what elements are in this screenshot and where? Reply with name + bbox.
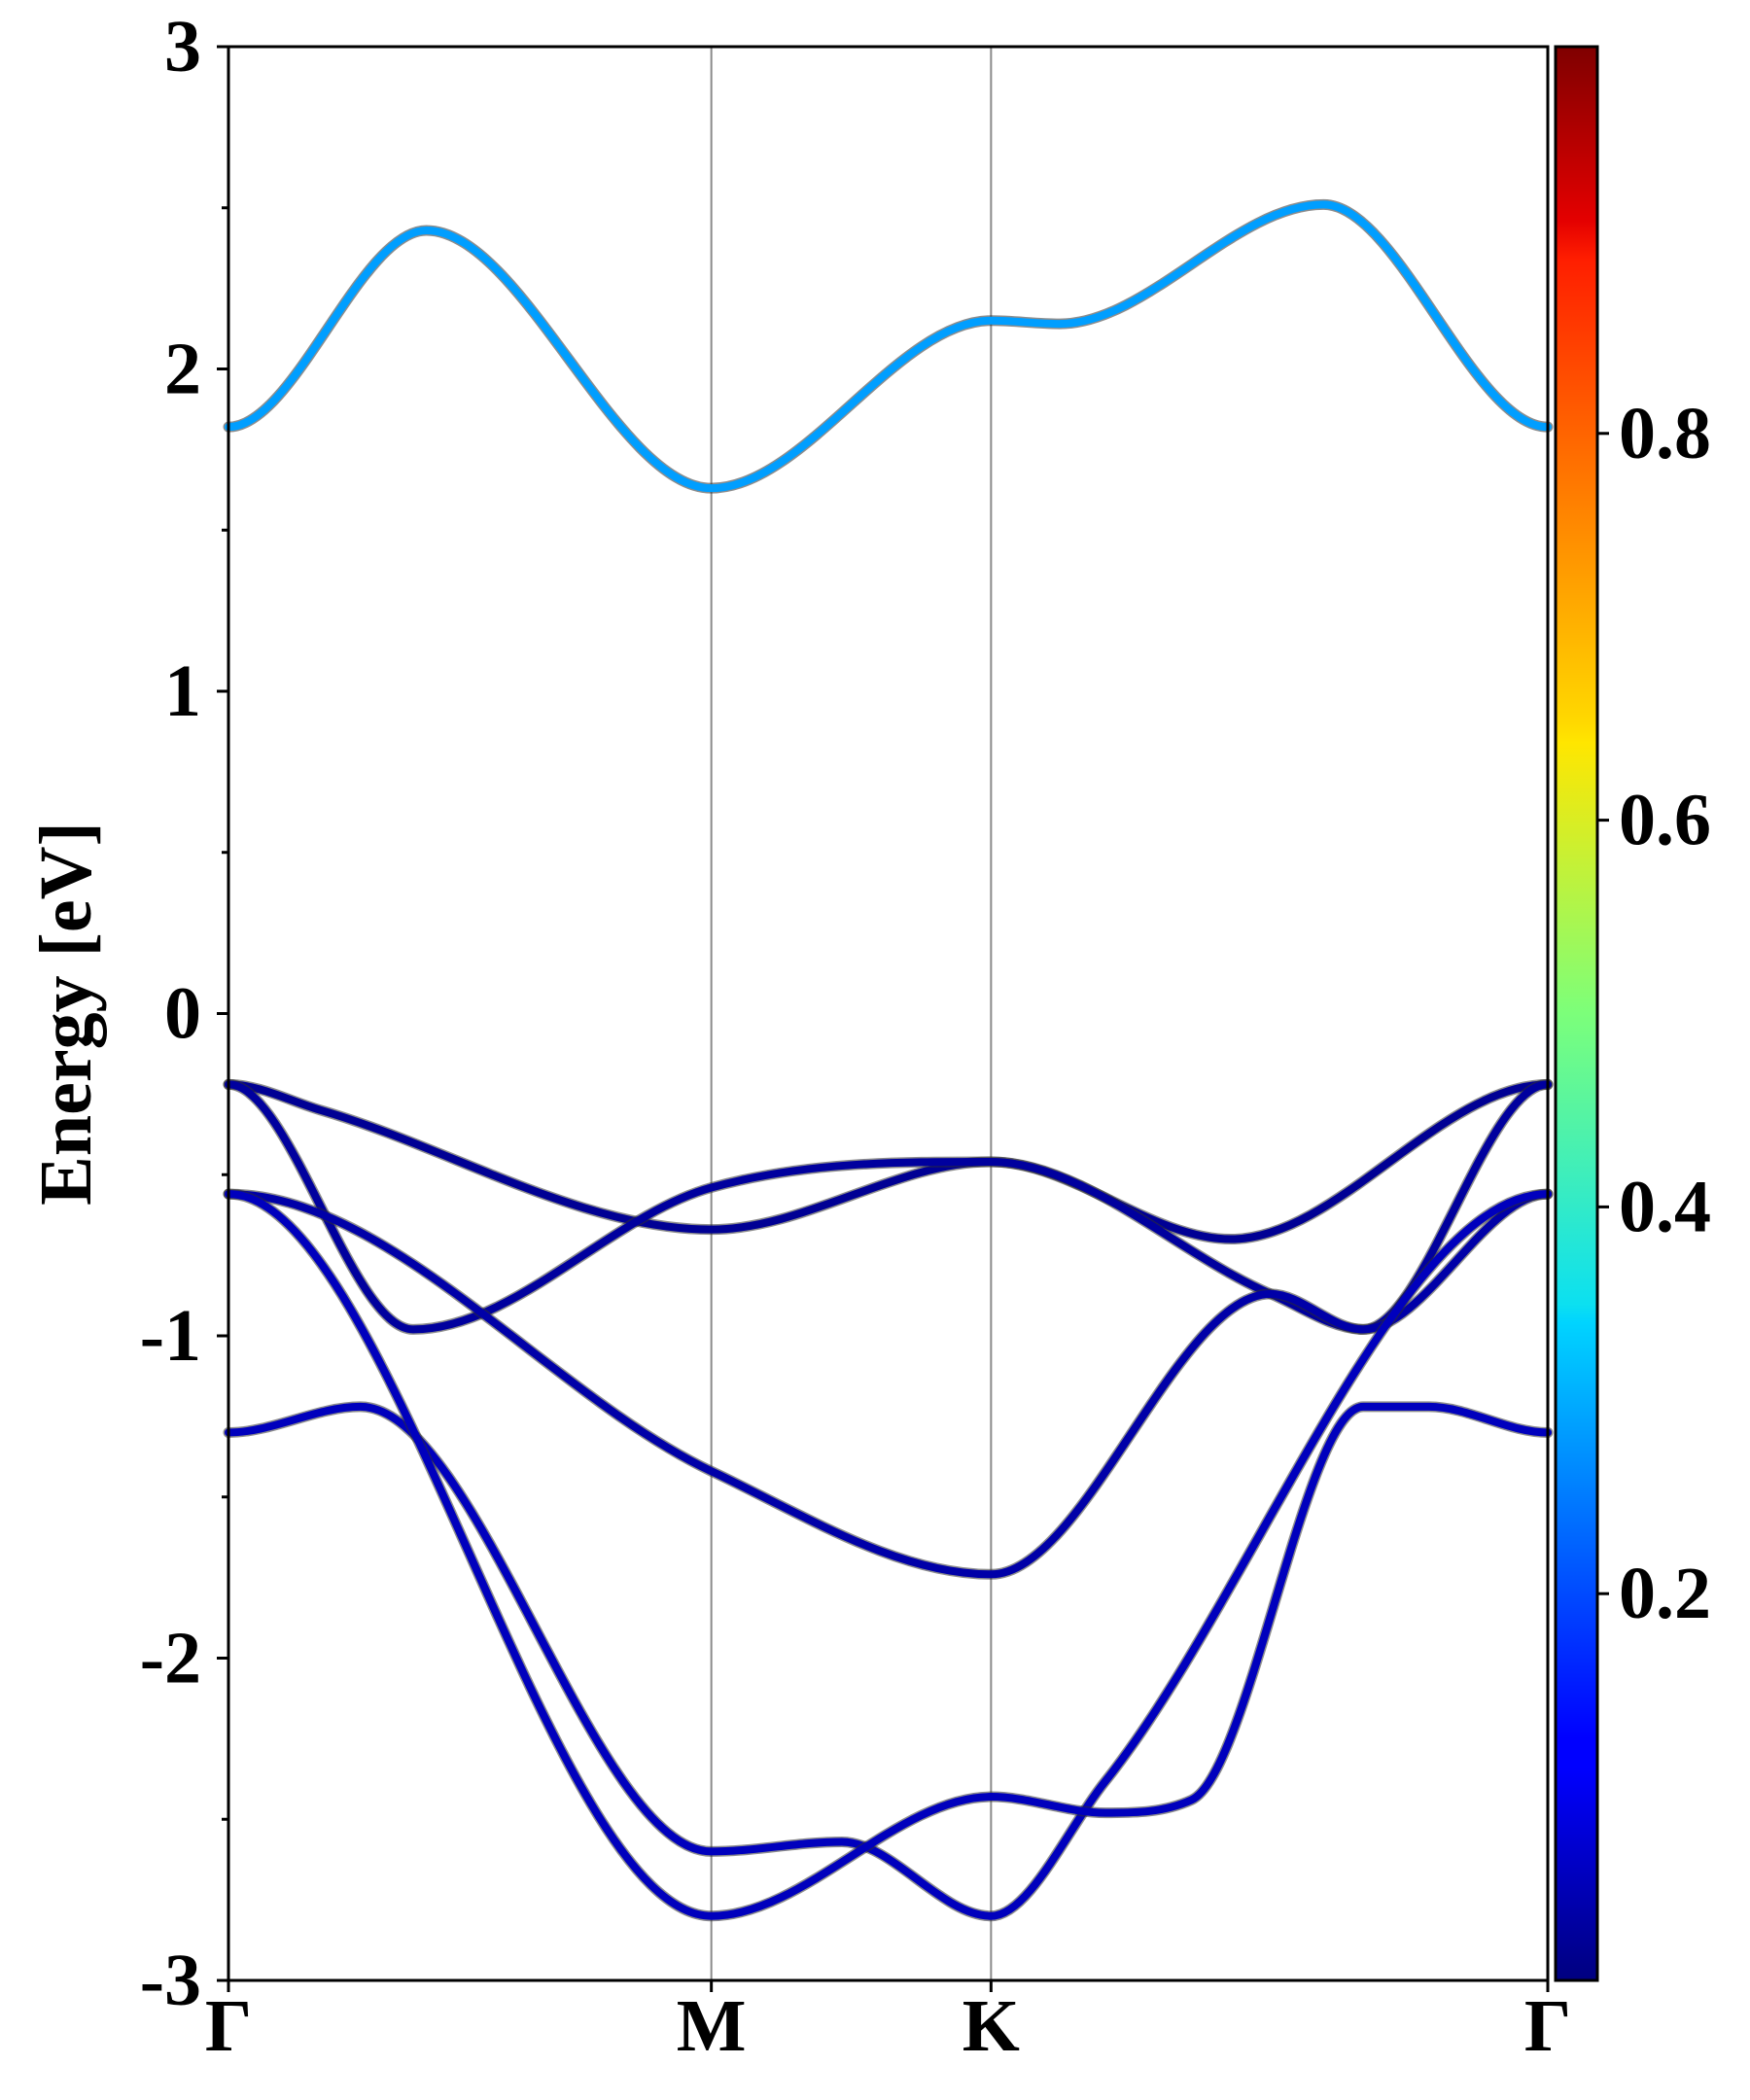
kpoint-label: M bbox=[677, 1985, 747, 2067]
band-2 bbox=[225, 1080, 1552, 1243]
band-lines bbox=[223, 198, 1554, 1922]
y-tick-label: -2 bbox=[140, 1618, 201, 1699]
colorbar: 0.2 0.4 0.6 0.8 bbox=[1554, 45, 1711, 1982]
kpoint-label: Γ bbox=[205, 1985, 252, 2067]
y-tick-label: 0 bbox=[164, 973, 201, 1055]
y-tick-label: 3 bbox=[164, 6, 201, 88]
band-1 bbox=[225, 200, 1552, 493]
colorbar-tick-label: 0.4 bbox=[1619, 1166, 1711, 1247]
y-tick-label: 1 bbox=[164, 650, 201, 732]
y-axis-label: Energy [eV] bbox=[25, 822, 107, 1206]
colorbar-tick-label: 0.6 bbox=[1619, 780, 1711, 861]
colorbar-gradient bbox=[1554, 45, 1599, 1982]
kpoint-divider-lines bbox=[710, 47, 993, 1980]
band-outline-1 bbox=[223, 198, 1554, 494]
band-4 bbox=[225, 1190, 1552, 1579]
band-6 bbox=[225, 1190, 1552, 1920]
y-tick-label: -1 bbox=[140, 1295, 201, 1377]
y-axis: -3 -2 -1 0 1 2 3 bbox=[140, 6, 228, 2021]
band-outline-3 bbox=[223, 1078, 1554, 1335]
band-3 bbox=[225, 1080, 1552, 1334]
plot-frame bbox=[227, 45, 1550, 1982]
y-tick-label: 2 bbox=[164, 329, 201, 410]
kpoint-label: K bbox=[962, 1985, 1020, 2067]
kpoint-label: Γ bbox=[1524, 1985, 1571, 2067]
y-tick-label: -3 bbox=[140, 1940, 201, 2021]
colorbar-tick-label: 0.2 bbox=[1619, 1553, 1711, 1634]
colorbar-tick-label: 0.8 bbox=[1619, 393, 1711, 474]
colorbar-ticks: 0.2 0.4 0.6 0.8 bbox=[1597, 393, 1711, 1634]
